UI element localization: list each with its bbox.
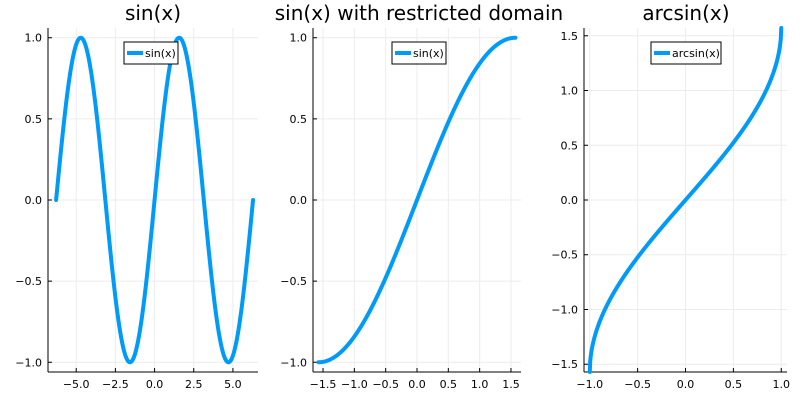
y-tick-label: 0.0: [561, 194, 579, 207]
x-tick-label: 1.5: [502, 378, 520, 391]
series-line-sin: [54, 35, 256, 365]
x-tick-label: 2.5: [185, 378, 203, 391]
legend: arcsin(x): [650, 41, 722, 65]
series-line-sin: [316, 35, 518, 365]
x-tick-label: −1.0: [341, 378, 368, 391]
x-tick-label: 0.5: [725, 378, 743, 391]
y-tick-label: −0.5: [15, 275, 42, 288]
y-tick-label: 0.0: [25, 194, 43, 207]
y-tick-label: 1.0: [290, 32, 308, 45]
legend: sin(x): [123, 41, 179, 65]
x-tick-label: 5.0: [224, 378, 242, 391]
y-tick-label: −0.5: [551, 249, 578, 262]
subplot-sin-restricted: sin(x) with restricted domain −1.5 −1.0 −0…: [275, 1, 563, 391]
y-tick-label: 0.5: [25, 113, 43, 126]
y-tick-label: 1.0: [561, 85, 579, 98]
title-sin-restricted: sin(x) with restricted domain: [275, 1, 563, 25]
x-tick-label: −5.0: [63, 378, 90, 391]
legend-label: sin(x): [413, 47, 444, 60]
legend: sin(x): [391, 41, 447, 65]
y-tick-label: −0.5: [280, 275, 307, 288]
legend-label: arcsin(x): [672, 47, 720, 60]
y-tick-label: −1.0: [551, 303, 578, 316]
series-line-asin: [587, 26, 784, 374]
x-tick-label: 0.0: [677, 378, 695, 391]
y-tick-label: 0.5: [561, 139, 579, 152]
y-tick-label: −1.0: [15, 356, 42, 369]
title-sin: sin(x): [125, 1, 181, 25]
title-arcsin: arcsin(x): [642, 1, 729, 25]
subplot-arcsin: arcsin(x) −1.0 −0.5 0.0 0.5 1.0 −1.5 −1.0 −0.5 0…: [551, 1, 790, 391]
subplot-sin: sin(x) −5.0 −2.5 0.0 2.5 5.0 −1.0 −0.5 0.0 0.5 1.…: [15, 1, 258, 391]
y-tick-label: 1.0: [25, 32, 43, 45]
x-tick-label: 0.0: [146, 378, 164, 391]
x-tick-label: 1.0: [471, 378, 489, 391]
legend-box: [391, 41, 447, 65]
y-tick-label: 1.5: [561, 30, 579, 43]
y-tick-label: −1.0: [280, 356, 307, 369]
y-tick-label: 0.5: [290, 113, 308, 126]
x-tick-label: −1.0: [576, 378, 603, 391]
y-tick-label: 0.0: [290, 194, 308, 207]
legend-box: [650, 41, 722, 65]
x-tick-label: −0.5: [372, 378, 399, 391]
y-tick-label: −1.5: [551, 358, 578, 371]
x-tick-label: −0.5: [624, 378, 651, 391]
x-tick-label: −2.5: [102, 378, 129, 391]
x-tick-label: 0.5: [440, 378, 458, 391]
x-tick-label: 0.0: [408, 378, 426, 391]
legend-label: sin(x): [145, 47, 176, 60]
x-tick-label: 1.0: [773, 378, 791, 391]
legend-box: [123, 41, 179, 65]
x-tick-label: −1.5: [310, 378, 337, 391]
